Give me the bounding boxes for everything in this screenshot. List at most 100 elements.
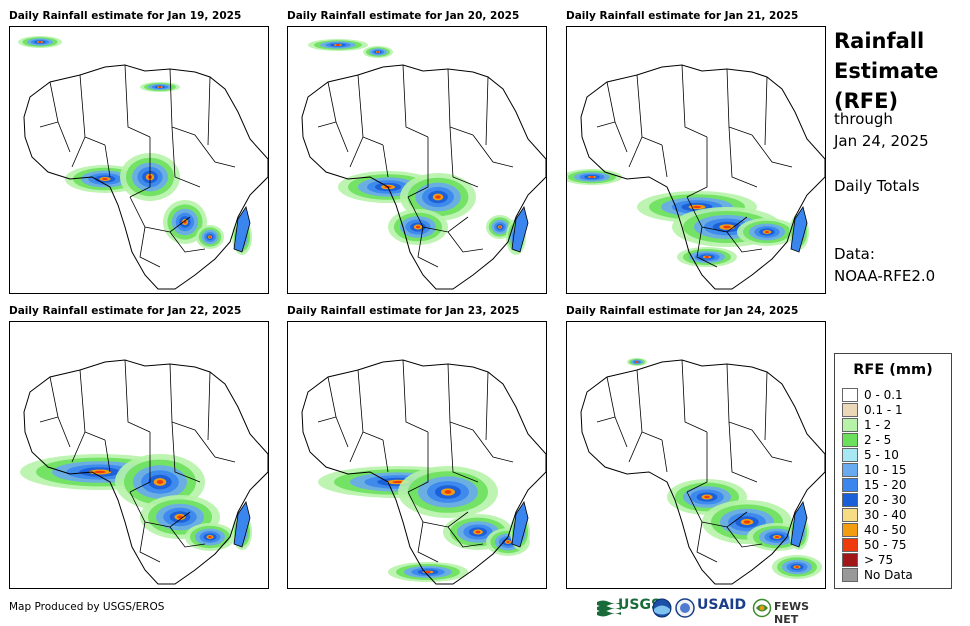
madagascar-shape	[233, 501, 251, 548]
rainfall-area	[704, 495, 710, 499]
product-title-line: Estimate	[834, 59, 939, 83]
panel-title: Daily Rainfall estimate for Jan 22, 2025	[9, 305, 242, 317]
country-border	[71, 136, 86, 168]
legend-item: 0 - 0.1	[842, 388, 903, 402]
country-border	[686, 491, 748, 528]
country-border	[628, 431, 643, 463]
rainfall-area	[636, 361, 638, 363]
country-border	[751, 429, 793, 463]
legend-label: 10 - 15	[864, 463, 907, 477]
rainfall-area	[177, 515, 183, 519]
usaid-logo-text: USAID	[697, 597, 747, 613]
totals-label: Daily Totals	[834, 177, 920, 195]
rainfall-area	[444, 490, 452, 494]
country-border	[764, 76, 768, 146]
rainfall-area	[415, 225, 421, 229]
country-border	[402, 64, 429, 138]
rainfall-area	[94, 470, 106, 474]
coastline	[580, 64, 825, 290]
legend-label: 30 - 40	[864, 508, 907, 522]
panel-title: Daily Rainfall estimate for Jan 23, 2025	[287, 305, 520, 317]
rainfall-area	[704, 256, 710, 258]
legend-swatch	[842, 523, 858, 537]
country-border	[335, 121, 349, 153]
country-border	[382, 439, 389, 473]
country-border	[129, 137, 151, 198]
country-border	[104, 439, 111, 473]
africa-map-svg	[567, 64, 825, 290]
legend-item: 0.1 - 1	[842, 403, 903, 417]
rainfall-map	[9, 321, 269, 589]
legend-label: No Data	[864, 568, 913, 582]
country-border	[686, 432, 708, 493]
map-credit: Map Produced by USGS/EROS	[9, 601, 165, 613]
madagascar-shape	[790, 501, 808, 548]
country-border	[614, 416, 628, 448]
country-border	[407, 196, 469, 233]
legend-item: 2 - 5	[842, 433, 891, 447]
madagascar-shape	[233, 206, 251, 253]
rainfall-area	[335, 44, 341, 46]
legend-title: RFE (mm)	[853, 362, 933, 378]
panel-title: Daily Rainfall estimate for Jan 19, 2025	[9, 10, 242, 22]
country-border	[129, 432, 151, 493]
country-border	[207, 371, 211, 441]
product-title-line: Rainfall	[834, 29, 925, 53]
country-border	[726, 526, 763, 548]
country-border	[407, 491, 469, 528]
usgs-logo	[596, 598, 652, 622]
legend-swatch	[842, 508, 858, 522]
madagascar-shape	[790, 206, 808, 253]
africa-map-svg	[301, 39, 546, 290]
legend-swatch	[842, 493, 858, 507]
legend-swatch	[842, 553, 858, 567]
rainfall-area	[435, 195, 441, 199]
legend-item: 20 - 30	[842, 493, 907, 507]
country-border	[104, 144, 111, 178]
country-border	[139, 521, 161, 563]
country-border	[485, 76, 489, 146]
legend-swatch	[842, 463, 858, 477]
country-border	[447, 231, 484, 253]
rainfall-area	[102, 178, 108, 180]
coastline	[23, 64, 268, 290]
rainfall-area	[392, 480, 404, 484]
rainfall-area	[499, 226, 501, 228]
legend-label: 5 - 10	[864, 448, 899, 462]
madagascar-shape	[511, 206, 529, 253]
rainfall-area	[692, 205, 702, 209]
country-border	[681, 359, 708, 433]
country-border	[614, 121, 628, 153]
doi-seal-icon	[675, 598, 695, 622]
rainfall-area	[376, 51, 380, 53]
legend-swatch	[842, 388, 858, 402]
rainfall-area	[589, 176, 595, 178]
country-border	[764, 371, 768, 441]
rainfall-area	[723, 225, 731, 229]
usgs-logo-text: USGS	[618, 597, 662, 613]
country-border	[661, 439, 668, 473]
country-border	[402, 359, 429, 433]
country-border	[661, 144, 668, 178]
rainfall-area	[38, 41, 42, 43]
legend-swatch	[842, 403, 858, 417]
country-border	[57, 121, 71, 153]
legend-item: 1 - 2	[842, 418, 891, 432]
rainfall-map	[566, 321, 826, 589]
country-border	[728, 126, 758, 188]
country-border	[129, 196, 191, 233]
country-border	[382, 144, 389, 178]
rainfall-area	[506, 541, 510, 543]
legend-item: 50 - 75	[842, 538, 907, 552]
legend-swatch	[842, 478, 858, 492]
coastline	[301, 359, 546, 585]
legend-label: 15 - 20	[864, 478, 907, 492]
fewsnet-logo-text: FEWS NET	[774, 600, 810, 626]
legend-label: 20 - 30	[864, 493, 907, 507]
country-border	[417, 521, 439, 563]
africa-map-svg	[301, 359, 546, 585]
coastline	[23, 359, 268, 585]
rainfall-map	[287, 26, 547, 294]
legend-swatch	[842, 433, 858, 447]
